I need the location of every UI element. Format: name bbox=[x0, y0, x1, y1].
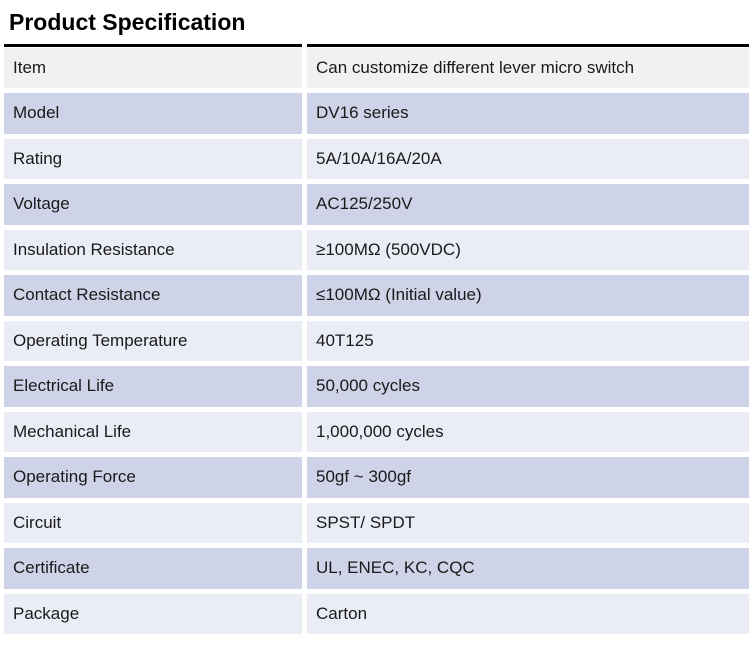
spec-row-label: Voltage bbox=[4, 184, 302, 225]
spec-row-value: SPST/ SPDT bbox=[307, 502, 749, 544]
spec-row-circuit: Circuit SPST/ SPDT bbox=[4, 502, 749, 544]
spec-row-label: Insulation Resistance bbox=[4, 229, 302, 271]
column-gutter bbox=[302, 457, 307, 498]
spec-row-label: Item bbox=[4, 47, 302, 89]
column-gutter bbox=[302, 548, 307, 589]
column-gutter bbox=[302, 366, 307, 407]
column-gutter bbox=[302, 411, 307, 453]
spec-row-insulation-resistance: Insulation Resistance ≥100MΩ (500VDC) bbox=[4, 229, 749, 271]
spec-row-label: Operating Temperature bbox=[4, 320, 302, 362]
column-gutter bbox=[302, 593, 307, 635]
spec-row-value: UL, ENEC, KC, CQC bbox=[307, 548, 749, 589]
spec-row-contact-resistance: Contact Resistance ≤100MΩ (Initial value… bbox=[4, 275, 749, 316]
column-gutter bbox=[302, 275, 307, 316]
title-divider-left-segment bbox=[4, 43, 302, 47]
title-divider bbox=[4, 43, 749, 47]
spec-row-value: AC125/250V bbox=[307, 184, 749, 225]
column-gutter bbox=[302, 184, 307, 225]
page-title: Product Specification bbox=[9, 9, 246, 35]
spec-row-model: Model DV16 series bbox=[4, 93, 749, 134]
spec-row-value: 40T125 bbox=[307, 320, 749, 362]
spec-row-label: Certificate bbox=[4, 548, 302, 589]
spec-row-voltage: Voltage AC125/250V bbox=[4, 184, 749, 225]
spec-row-label: Rating bbox=[4, 138, 302, 180]
spec-row-value: Can customize different lever micro swit… bbox=[307, 47, 749, 89]
spec-row-certificate: Certificate UL, ENEC, KC, CQC bbox=[4, 548, 749, 589]
spec-row-value: 1,000,000 cycles bbox=[307, 411, 749, 453]
spec-row-label: Package bbox=[4, 593, 302, 635]
spec-row-value: ≥100MΩ (500VDC) bbox=[307, 229, 749, 271]
spec-row-package: Package Carton bbox=[4, 593, 749, 635]
spec-row-electrical-life: Electrical Life 50,000 cycles bbox=[4, 366, 749, 407]
spec-row-value: 50,000 cycles bbox=[307, 366, 749, 407]
spec-row-label: Contact Resistance bbox=[4, 275, 302, 316]
column-gutter bbox=[302, 138, 307, 180]
column-gutter bbox=[302, 93, 307, 134]
spec-row-mechanical-life: Mechanical Life 1,000,000 cycles bbox=[4, 411, 749, 453]
spec-table: Item Can customize different lever micro… bbox=[4, 47, 749, 635]
spec-row-item: Item Can customize different lever micro… bbox=[4, 47, 749, 89]
spec-row-operating-temperature: Operating Temperature 40T125 bbox=[4, 320, 749, 362]
spec-row-label: Electrical Life bbox=[4, 366, 302, 407]
spec-row-value: Carton bbox=[307, 593, 749, 635]
column-gutter bbox=[302, 502, 307, 544]
product-specification-page: Product Specification Item Can customize… bbox=[0, 9, 754, 635]
column-gutter bbox=[302, 47, 307, 89]
spec-row-value: 5A/10A/16A/20A bbox=[307, 138, 749, 180]
title-divider-column-gap bbox=[302, 43, 307, 47]
title-divider-right-segment bbox=[307, 43, 749, 47]
spec-row-value: DV16 series bbox=[307, 93, 749, 134]
spec-row-label: Circuit bbox=[4, 502, 302, 544]
spec-row-operating-force: Operating Force 50gf ~ 300gf bbox=[4, 457, 749, 498]
spec-row-value: 50gf ~ 300gf bbox=[307, 457, 749, 498]
spec-row-label: Model bbox=[4, 93, 302, 134]
spec-row-label: Mechanical Life bbox=[4, 411, 302, 453]
spec-row-rating: Rating 5A/10A/16A/20A bbox=[4, 138, 749, 180]
column-gutter bbox=[302, 229, 307, 271]
spec-row-value: ≤100MΩ (Initial value) bbox=[307, 275, 749, 316]
spec-row-label: Operating Force bbox=[4, 457, 302, 498]
column-gutter bbox=[302, 320, 307, 362]
